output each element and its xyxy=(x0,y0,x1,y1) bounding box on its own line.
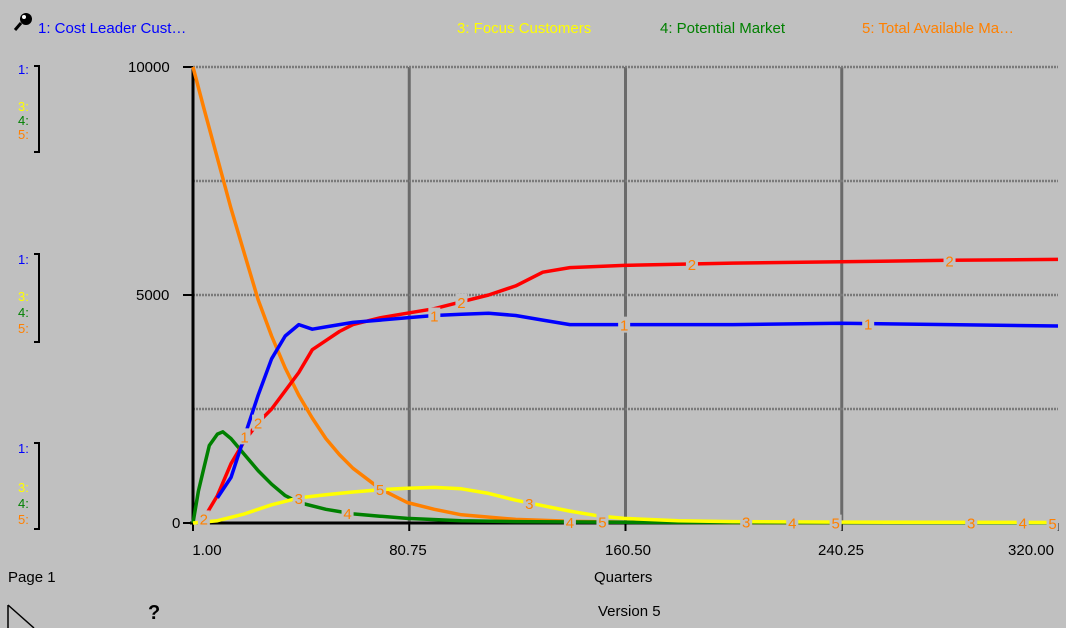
series-line-3 xyxy=(192,485,1059,525)
legend-series-1[interactable]: 1: Cost Leader Cust… xyxy=(38,20,187,37)
series-line-1 xyxy=(215,311,1059,499)
series-marker-2: 2 xyxy=(200,511,208,528)
scale-label-3: 3: xyxy=(18,289,29,304)
series-marker-bg xyxy=(563,513,576,530)
series-marker-1: 1 xyxy=(864,317,872,334)
series-marker-bg xyxy=(1046,514,1059,531)
series-marker-1: 1 xyxy=(240,429,248,446)
series-marker-bg xyxy=(428,307,441,324)
series-marker-bg xyxy=(1016,514,1029,531)
scale-label-3: 3: xyxy=(18,480,29,495)
series-marker-2: 2 xyxy=(945,253,953,270)
probe-icon[interactable] xyxy=(12,11,34,33)
series-marker-bg xyxy=(685,255,698,272)
series-line-2 xyxy=(202,257,1059,520)
scale-label-5: 5: xyxy=(18,127,29,142)
series-marker-bg xyxy=(829,514,842,531)
scale-bracket xyxy=(34,253,40,343)
series-marker-bg xyxy=(523,494,536,511)
scale-label-1: 1: xyxy=(18,252,29,267)
y-tick-label: 10000 xyxy=(128,59,170,76)
series-marker-4: 4 xyxy=(1019,516,1027,533)
help-icon[interactable]: ? xyxy=(148,602,161,624)
series-marker-bg xyxy=(374,480,387,497)
x-tick-label: 320.00 xyxy=(1008,542,1054,559)
series-marker-3: 3 xyxy=(295,491,303,508)
x-tick-label: 160.50 xyxy=(605,542,651,559)
series-marker-2: 2 xyxy=(688,257,696,274)
scale-label-5: 5: xyxy=(18,512,29,527)
series-marker-5: 5 xyxy=(598,515,606,532)
series-marker-4: 4 xyxy=(566,515,574,532)
series-marker-bg xyxy=(596,513,609,530)
series-marker-bg xyxy=(238,428,251,445)
series-marker-2: 2 xyxy=(457,295,465,312)
y-tick-label: 5000 xyxy=(136,287,170,304)
series-marker-bg xyxy=(965,514,978,531)
series-marker-bg xyxy=(862,315,875,332)
series-marker-4: 4 xyxy=(343,506,351,523)
scale-label-4: 4: xyxy=(18,305,29,320)
x-tick-label: 240.25 xyxy=(818,542,864,559)
y-tick-label: 0 xyxy=(172,515,181,532)
series-marker-5: 5 xyxy=(376,482,384,499)
legend-series-3[interactable]: 3: Focus Customers xyxy=(457,20,592,37)
series-marker-bg xyxy=(786,514,799,531)
scale-label-1: 1: xyxy=(18,441,29,456)
scale-label-1: 1: xyxy=(18,62,29,77)
legend-series-5[interactable]: 5: Total Available Ma… xyxy=(862,20,1015,37)
series-marker-4: 4 xyxy=(788,515,796,532)
series-marker-bg xyxy=(455,293,468,310)
series-marker-3: 3 xyxy=(967,515,975,532)
page-turn-icon[interactable] xyxy=(6,603,36,628)
page-indicator[interactable]: Page 1 xyxy=(8,569,56,586)
series-marker-bg xyxy=(341,504,354,521)
scale-bracket xyxy=(34,65,40,153)
series-marker-5: 5 xyxy=(831,516,839,533)
series-marker-bg xyxy=(197,510,210,527)
x-tick-label: 80.75 xyxy=(389,542,427,559)
series-marker-2: 2 xyxy=(254,416,262,433)
scale-bracket xyxy=(34,442,40,530)
scale-label-4: 4: xyxy=(18,496,29,511)
series-marker-bg xyxy=(618,316,631,333)
series-marker-bg xyxy=(740,513,753,530)
series-marker-bg xyxy=(292,489,305,506)
x-tick-label: 1.00 xyxy=(192,542,222,559)
series-marker-3: 3 xyxy=(742,515,750,532)
version-label: Version 5 xyxy=(598,603,661,620)
scale-label-3: 3: xyxy=(18,99,29,114)
series-marker-3: 3 xyxy=(525,496,533,513)
x-axis-title: Quarters xyxy=(594,569,653,586)
series-marker-1: 1 xyxy=(430,309,438,326)
series-marker-1: 1 xyxy=(620,318,628,335)
scale-label-4: 4: xyxy=(18,113,29,128)
scale-label-5: 5: xyxy=(18,321,29,336)
series-marker-bg xyxy=(252,414,265,431)
series-marker-bg xyxy=(943,252,956,269)
series-line-4 xyxy=(191,430,1059,525)
legend-series-4[interactable]: 4: Potential Market xyxy=(660,20,786,37)
series-marker-5: 5 xyxy=(1048,516,1056,533)
